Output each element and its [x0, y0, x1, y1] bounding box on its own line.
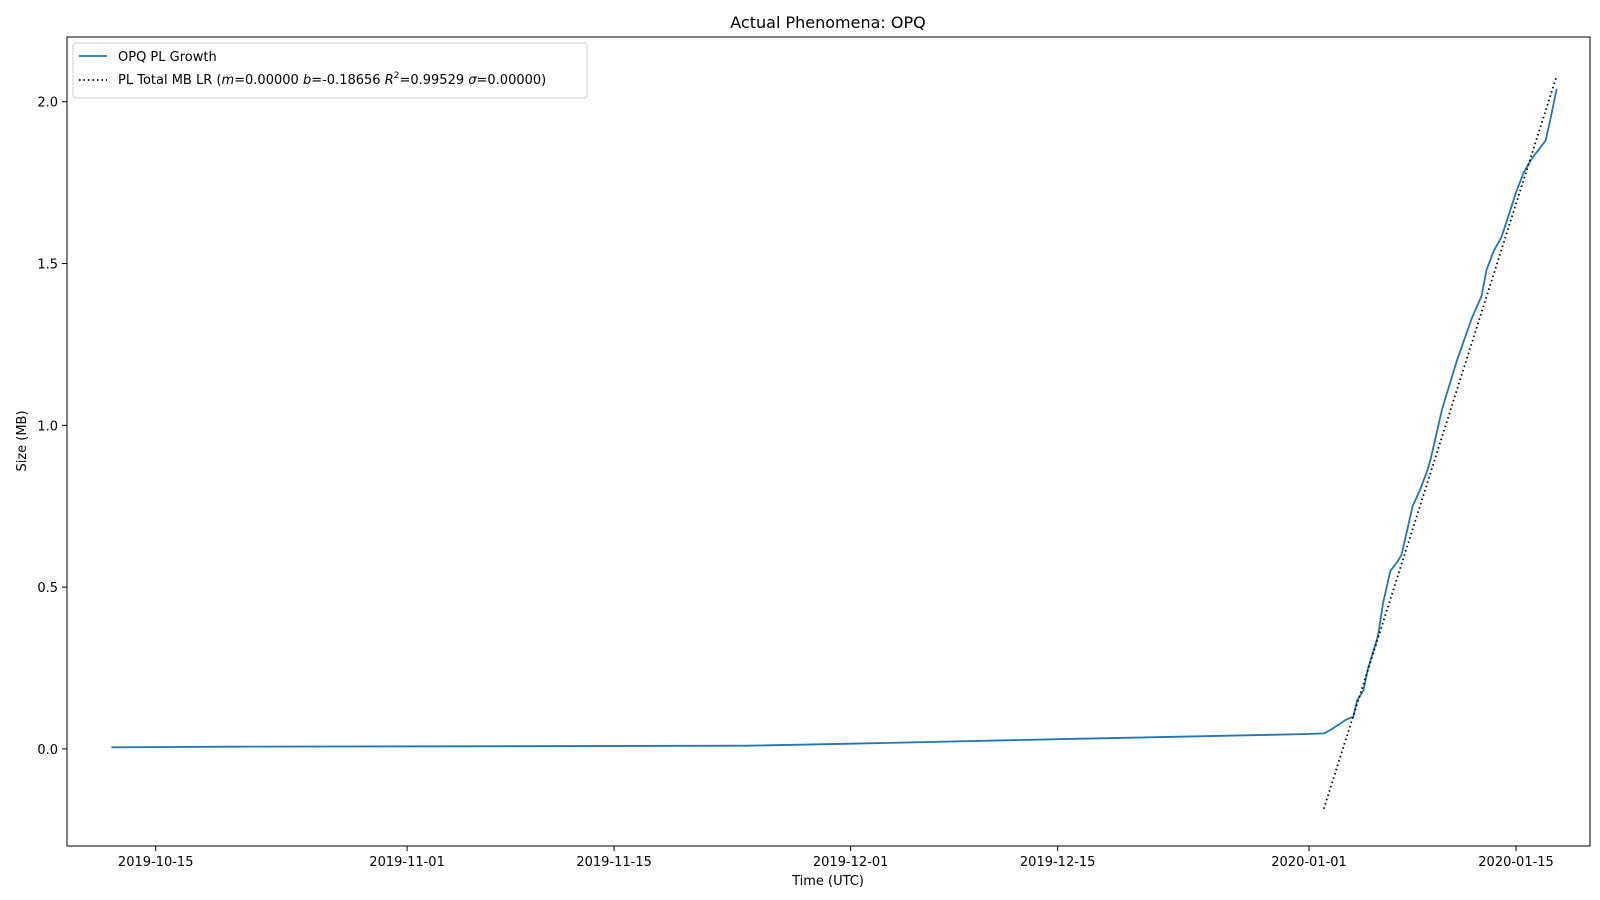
x-tick-label: 2019-10-15 [118, 855, 194, 870]
chart-title: Actual Phenomena: OPQ [730, 13, 925, 32]
plot-frame [66, 36, 1591, 847]
series-layer [111, 75, 1558, 810]
y-axis: 0.0 0.5 1.0 1.5 2.0 [37, 96, 67, 758]
x-tick-label: 2019-11-01 [369, 855, 445, 870]
x-tick-label: 2019-11-15 [576, 855, 652, 870]
x-tick-label: 2019-12-01 [813, 855, 889, 870]
y-tick-label: 0.0 [37, 743, 58, 758]
x-tick-label: 2019-12-15 [1020, 855, 1096, 870]
y-tick-label: 1.5 [37, 258, 58, 273]
x-axis: 2019-10-15 2019-11-01 2019-11-15 2019-12-01… [118, 846, 1554, 870]
legend-box [72, 42, 588, 99]
y-tick-label: 0.5 [37, 581, 58, 596]
legend: OPQ PL Growth PL Total MB LR (m=0.00000 … [72, 42, 588, 99]
y-axis-label: Size (MB) [15, 410, 30, 471]
y-tick-label: 2.0 [37, 96, 58, 111]
series-line-growth [111, 88, 1558, 749]
x-tick-label: 2020-01-15 [1478, 855, 1554, 870]
y-tick-label: 1.0 [37, 419, 58, 434]
legend-label-growth: OPQ PL Growth [118, 50, 217, 65]
legend-label-regression: PL Total MB LR (m=0.00000 b=-0.18656 R2=… [118, 71, 546, 88]
x-tick-label: 2020-01-01 [1271, 855, 1347, 870]
x-axis-label: Time (UTC) [791, 874, 864, 889]
